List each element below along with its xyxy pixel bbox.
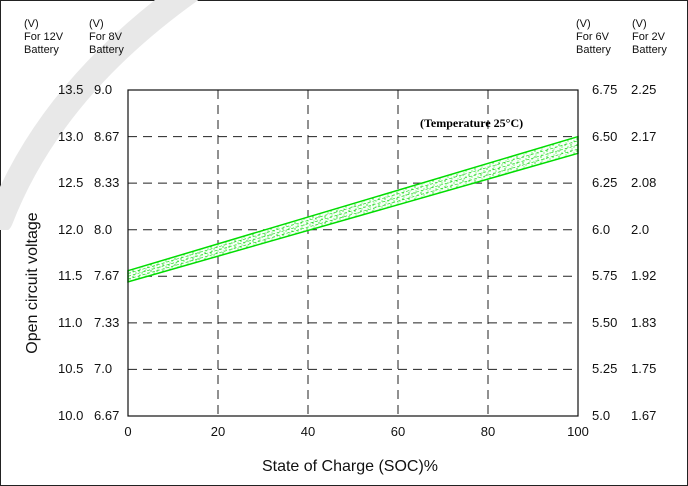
x-tick-label: 60 <box>390 424 406 439</box>
y-tick-2v: 1.67 <box>631 408 657 423</box>
y-tick-12v: 12.5 <box>58 175 84 191</box>
y-tick-8v: 8.0 <box>94 221 113 237</box>
y-tick-2v: 1.75 <box>631 361 657 377</box>
y-tick-6v: 5.75 <box>592 268 618 284</box>
y-tick-2v: 1.92 <box>631 268 657 284</box>
header-6v-line3: Battery <box>576 44 611 56</box>
y-tick-6v: 6.25 <box>592 175 618 191</box>
x-tick-label: 100 <box>567 424 589 439</box>
x-axis-label: State of Charge (SOC)% <box>261 458 439 475</box>
y-tick-12v: 12.0 <box>58 221 84 237</box>
soc-voltage-band <box>127 135 579 283</box>
y-tick-2v: 2.08 <box>631 175 657 191</box>
y-tick-12v: 11.0 <box>58 314 83 330</box>
header-2v-line2: For 2V <box>632 31 666 43</box>
y-tick-12v: 10.0 <box>58 408 84 423</box>
y-tick-8v: 8.67 <box>94 128 120 144</box>
plot-border <box>127 89 579 417</box>
header-2v: (V) For 2V Battery <box>632 18 667 57</box>
y-tick-12v: 13.0 <box>58 128 84 144</box>
y-tick-12v: 11.5 <box>58 268 83 284</box>
x-tick-label: 80 <box>480 424 496 439</box>
header-8v: (V) For 8V Battery <box>89 18 124 57</box>
header-8v-line2: For 8V <box>89 31 123 43</box>
x-tick-label: 40 <box>300 424 316 439</box>
grid-lines <box>128 90 578 416</box>
x-tick-label: 20 <box>210 424 226 439</box>
header-12v-line2: For 12V <box>24 31 64 43</box>
y-tick-8v: 9.0 <box>94 82 113 97</box>
y-tick-6v: 6.0 <box>592 221 611 237</box>
header-6v-line1: (V) <box>576 18 591 30</box>
y-tick-2v: 2.0 <box>631 221 650 237</box>
y-tick-12v: 10.5 <box>58 361 84 377</box>
header-2v-line1: (V) <box>632 18 647 30</box>
y-tick-8v: 7.33 <box>94 314 120 330</box>
header-12v-line1: (V) <box>24 18 39 30</box>
header-12v: (V) For 12V Battery <box>24 18 63 57</box>
header-8v-line1: (V) <box>89 18 104 30</box>
y-tick-6v: 5.25 <box>592 361 618 377</box>
y-tick-2v: 2.25 <box>631 82 657 97</box>
soc-band-area <box>127 135 579 283</box>
soc-band-hatch <box>127 144 579 277</box>
y-tick-2v: 2.17 <box>631 128 657 144</box>
y-tick-6v: 6.50 <box>592 128 618 144</box>
y-tick-12v: 13.5 <box>58 82 84 97</box>
y-tick-8v: 7.0 <box>94 361 113 377</box>
soc-band-hatch <box>127 140 579 274</box>
y-tick-8v: 8.33 <box>94 175 120 191</box>
soc-band-hatch <box>127 148 579 280</box>
header-2v-line3: Battery <box>632 44 667 56</box>
header-6v-line2: For 6V <box>576 31 610 43</box>
y-tick-6v: 6.75 <box>592 82 618 97</box>
y-tick-6v: 5.0 <box>592 408 611 423</box>
temperature-annotation: (Temperature 25°C) <box>420 116 523 130</box>
header-8v-line3: Battery <box>89 44 124 56</box>
y-tick-8v: 6.67 <box>94 408 120 423</box>
header-6v: (V) For 6V Battery <box>576 18 611 57</box>
x-tick-label: 0 <box>124 424 132 439</box>
y-tick-6v: 5.50 <box>592 314 618 330</box>
header-12v-line3: Battery <box>24 44 59 56</box>
y-tick-8v: 7.67 <box>94 268 120 284</box>
y-tick-2v: 1.83 <box>631 314 657 330</box>
